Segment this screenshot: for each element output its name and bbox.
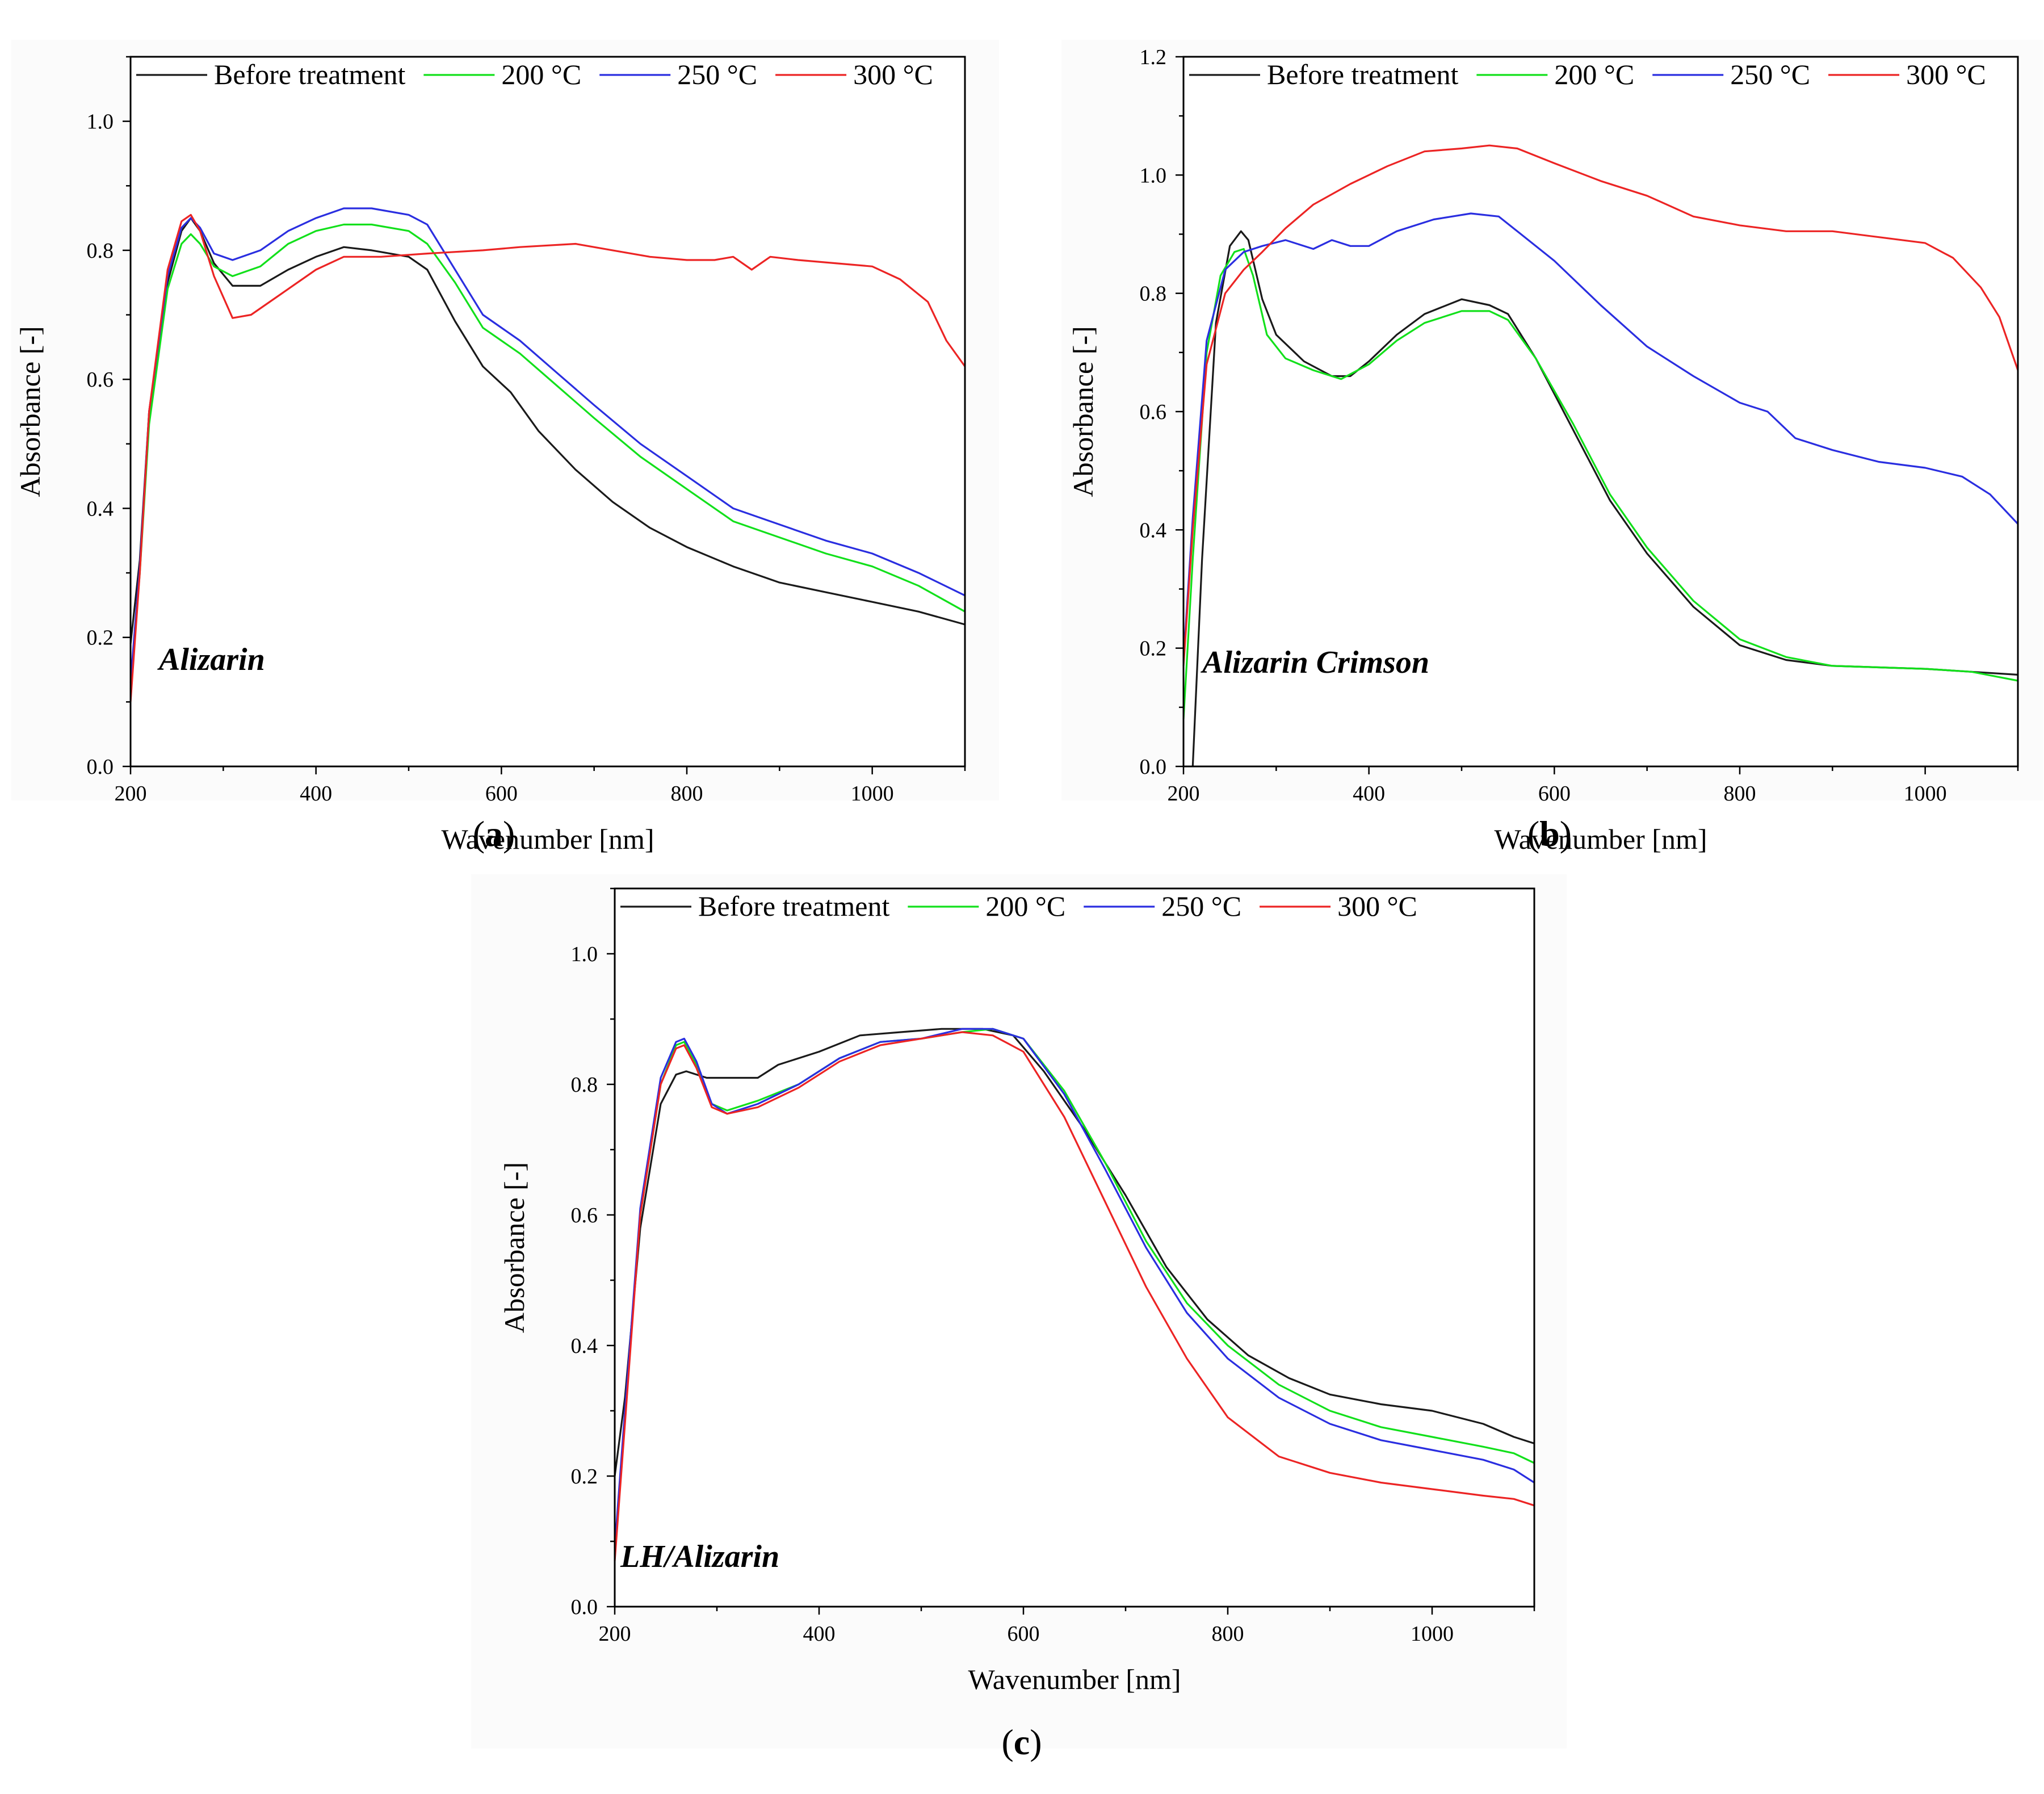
x-tick-label: 1000 xyxy=(1411,1622,1454,1646)
x-tick-label: 1000 xyxy=(1904,782,1947,806)
x-tick-label: 600 xyxy=(485,782,518,806)
y-tick-label: 0.6 xyxy=(87,368,114,392)
series-line-300-c xyxy=(1182,144,2019,667)
x-axis-label: Wavenumber [nm] xyxy=(1495,823,1707,855)
plot-area xyxy=(615,888,1534,1607)
x-tick-label: 200 xyxy=(1168,782,1200,806)
y-axis-label: Absorbance [-] xyxy=(1067,326,1099,497)
y-tick-label: 0.0 xyxy=(87,755,114,779)
x-tick-label: 400 xyxy=(1353,782,1385,806)
plot-frame xyxy=(614,887,1535,1608)
y-tick-label: 0.6 xyxy=(571,1204,598,1227)
series-line-300-c xyxy=(129,213,966,702)
x-tick-label: 800 xyxy=(1724,782,1756,806)
legend-label: 300 °C xyxy=(1906,58,1986,90)
y-tick-label: 0.2 xyxy=(1140,637,1167,661)
y-tick-label: 0.6 xyxy=(1140,400,1167,424)
legend: Before treatment 200 °C 250 °C 300 °C xyxy=(136,58,933,90)
y-tick-label: 0.4 xyxy=(571,1334,598,1358)
y-tick-label: 1.0 xyxy=(87,110,114,134)
plot-area xyxy=(1183,57,2018,766)
y-tick-label: 0.0 xyxy=(571,1595,598,1619)
x-tick-label: 600 xyxy=(1538,782,1571,806)
x-tick-label: 1000 xyxy=(851,782,894,806)
plot-area xyxy=(131,57,965,766)
y-tick-label: 0.2 xyxy=(571,1465,598,1489)
y-tick-label: 1.0 xyxy=(571,942,598,966)
legend-label: Before treatment xyxy=(1267,58,1458,90)
chart-panel-a: 200 400 600 800 1000 0.0 0.2 0.4 0.6 0.8 1.0 Wavenu… xyxy=(11,40,999,855)
chart-panel-b: 200 400 600 800 1000 0.0 0.2 0.4 0.6 0.8 1.0 1.2 Wav… xyxy=(1061,40,2043,855)
legend-label: 300 °C xyxy=(1337,890,1417,922)
series-line-200-c xyxy=(1182,248,2018,719)
x-tick-label: 400 xyxy=(803,1622,836,1646)
legend-label: Before treatment xyxy=(698,890,889,922)
legend-label: 200 °C xyxy=(501,58,581,90)
legend-label: 200 °C xyxy=(985,890,1065,922)
series-line-250-c xyxy=(1182,212,2019,660)
legend-label: 200 °C xyxy=(1554,58,1634,90)
y-tick-label: 0.4 xyxy=(1140,518,1167,542)
x-tick-label: 400 xyxy=(300,782,332,806)
series-line-250-c xyxy=(129,207,966,683)
x-axis-label: Wavenumber [nm] xyxy=(968,1663,1181,1695)
legend-label: 300 °C xyxy=(853,58,933,90)
series-line-before-treatment xyxy=(1191,230,2018,767)
panel-caption: (b) xyxy=(1527,814,1572,854)
y-tick-label: 0.8 xyxy=(87,239,114,263)
panel-caption: (c) xyxy=(1001,1722,1042,1762)
panel-title: LH/Alizarin xyxy=(620,1539,779,1574)
y-tick-label: 0.2 xyxy=(87,626,114,650)
plot-frame xyxy=(129,56,966,768)
chart-panel-c: 200 400 600 800 1000 0.0 0.2 0.4 0.6 0.8 1.0 Wavenu… xyxy=(471,874,1567,1762)
x-axis-label: Wavenumber [nm] xyxy=(442,823,654,855)
x-tick-label: 200 xyxy=(599,1622,631,1646)
legend-label: 250 °C xyxy=(1730,58,1810,90)
legend: Before treatment 200 °C 250 °C 300 °C xyxy=(620,890,1417,922)
series-line-200-c xyxy=(129,223,966,689)
y-axis-label: Absorbance [-] xyxy=(14,326,46,497)
x-tick-label: 800 xyxy=(671,782,703,806)
y-tick-label: 0.8 xyxy=(571,1073,598,1097)
legend-label: 250 °C xyxy=(677,58,757,90)
panel-caption: (a) xyxy=(473,814,515,854)
x-tick-label: 800 xyxy=(1212,1622,1244,1646)
y-tick-label: 0.4 xyxy=(87,497,114,521)
y-tick-label: 1.2 xyxy=(1140,45,1167,69)
x-tick-label: 200 xyxy=(115,782,147,806)
y-tick-label: 1.0 xyxy=(1140,164,1167,187)
legend-label: 250 °C xyxy=(1161,890,1241,922)
series-line-250-c xyxy=(614,1028,1535,1548)
legend-label: Before treatment xyxy=(214,58,405,90)
y-tick-label: 0.0 xyxy=(1140,755,1167,779)
y-axis-label: Absorbance [-] xyxy=(498,1162,530,1333)
panel-title: Alizarin xyxy=(157,642,265,677)
x-tick-label: 600 xyxy=(1008,1622,1040,1646)
y-tick-label: 0.8 xyxy=(1140,282,1167,306)
legend: Before treatment 200 °C 250 °C 300 °C xyxy=(1189,58,1986,90)
panel-title: Alizarin Crimson xyxy=(1201,645,1429,680)
series-line-300-c xyxy=(614,1031,1535,1561)
